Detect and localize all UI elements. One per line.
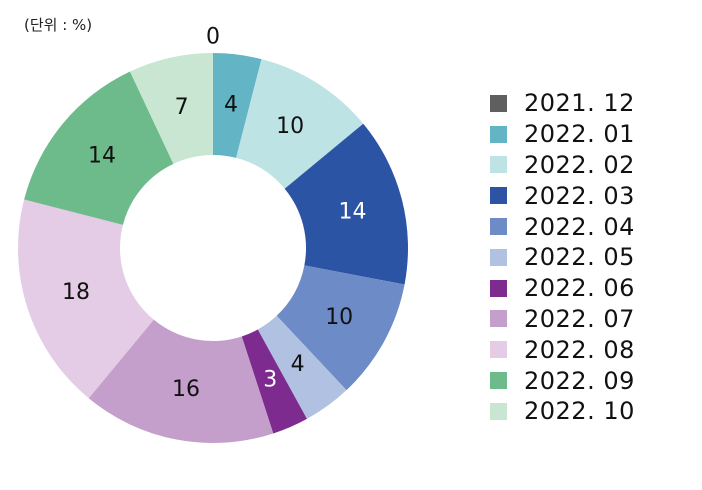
legend-label: 2022. 02 [524, 150, 635, 179]
legend-item-2022-10: 2022. 10 [490, 396, 635, 427]
legend-swatch [490, 125, 507, 143]
slice-value-2022-09: 14 [88, 144, 116, 169]
legend-swatch [490, 310, 507, 328]
legend-label: 2022. 06 [524, 274, 635, 303]
legend-label: 2022. 07 [524, 304, 635, 333]
legend-item-2022-08: 2022. 08 [490, 334, 635, 365]
legend-swatch [490, 402, 507, 420]
slice-value-2021-12: 0 [206, 25, 220, 50]
legend-item-2022-01: 2022. 01 [490, 119, 635, 150]
slice-value-2022-04: 10 [325, 305, 353, 330]
slice-value-2022-08: 18 [62, 280, 90, 305]
legend-label: 2021. 12 [524, 89, 635, 118]
slice-value-2022-01: 4 [224, 93, 238, 118]
legend-item-2021-12: 2021. 12 [490, 88, 635, 119]
legend-swatch [490, 279, 507, 297]
legend-item-2022-03: 2022. 03 [490, 180, 635, 211]
legend-item-2022-07: 2022. 07 [490, 304, 635, 335]
legend-swatch [490, 372, 507, 390]
legend-swatch [490, 341, 507, 359]
slice-value-2022-02: 10 [276, 114, 304, 139]
slice-2022-03 [284, 123, 409, 285]
slice-value-2022-06: 3 [263, 368, 277, 393]
legend-label: 2022. 05 [524, 243, 635, 272]
legend-swatch [490, 248, 507, 266]
slice-2022-09 [24, 71, 174, 225]
legend-swatch [490, 156, 507, 174]
legend-label: 2022. 09 [524, 366, 635, 395]
legend-swatch [490, 94, 507, 112]
slice-2022-06 [241, 329, 307, 434]
slice-2022-07 [88, 319, 274, 443]
legend-label: 2022. 01 [524, 120, 635, 149]
slice-2022-08 [18, 199, 154, 399]
legend-item-2022-02: 2022. 02 [490, 150, 635, 181]
slice-2022-04 [276, 265, 405, 391]
legend-label: 2022. 08 [524, 335, 635, 364]
slice-value-2022-05: 4 [291, 352, 305, 377]
slice-value-2022-07: 16 [172, 377, 200, 402]
slice-2022-01 [213, 53, 262, 158]
legend-item-2022-09: 2022. 09 [490, 365, 635, 396]
legend-item-2022-05: 2022. 05 [490, 242, 635, 273]
legend-item-2022-06: 2022. 06 [490, 273, 635, 304]
legend-label: 2022. 03 [524, 181, 635, 210]
legend-swatch [490, 187, 507, 205]
legend-item-2022-04: 2022. 04 [490, 211, 635, 242]
slice-value-2022-10: 7 [175, 95, 189, 120]
slice-value-2022-03: 14 [338, 200, 366, 225]
chart-legend: 2021. 12 2022. 01 2022. 02 2022. 03 2022. 04… [490, 88, 635, 427]
unit-label: (단위 : %) [24, 16, 93, 34]
legend-swatch [490, 218, 507, 236]
legend-label: 2022. 10 [524, 397, 635, 426]
legend-label: 2022. 04 [524, 212, 635, 241]
slice-2022-10 [129, 53, 213, 164]
slice-2022-05 [257, 315, 347, 419]
slice-2022-02 [236, 59, 364, 189]
